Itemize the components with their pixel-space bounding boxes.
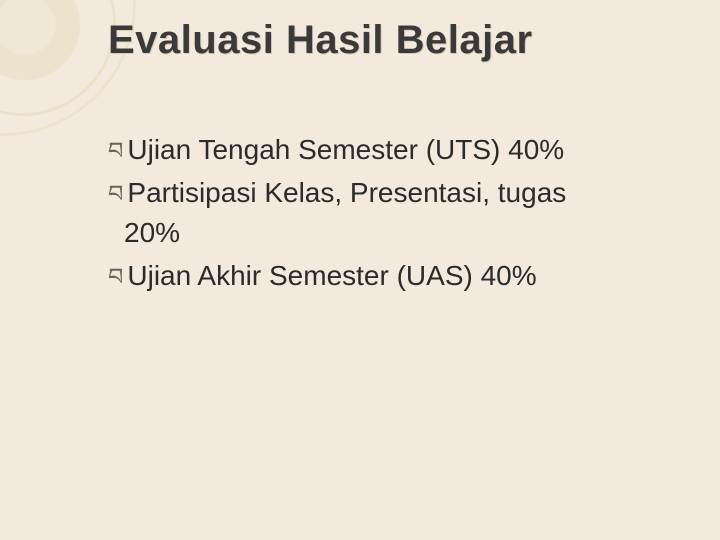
bullet-icon: བ <box>108 182 123 208</box>
bullet-icon: བ <box>108 139 123 165</box>
bullet-icon: བ <box>108 265 123 291</box>
slide-title: Evaluasi Hasil Belajar <box>108 18 533 63</box>
bullet-item: བUjian Tengah Semester (UTS) 40% <box>108 130 670 171</box>
bullet-text: Ujian Tengah Semester (UTS) 40% <box>127 134 564 165</box>
bullet-item: བPartisipasi Kelas, Presentasi, tugas 20… <box>108 173 670 254</box>
slide: Evaluasi Hasil Belajar བUjian Tengah Sem… <box>0 0 720 540</box>
bullet-item: བUjian Akhir Semester (UAS) 40% <box>108 256 670 297</box>
slide-body: བUjian Tengah Semester (UTS) 40% བPartis… <box>108 130 670 298</box>
bullet-text: Partisipasi Kelas, Presentasi, tugas <box>127 177 566 208</box>
bullet-text: Ujian Akhir Semester (UAS) 40% <box>127 260 536 291</box>
bullet-text-continuation: 20% <box>124 213 670 254</box>
